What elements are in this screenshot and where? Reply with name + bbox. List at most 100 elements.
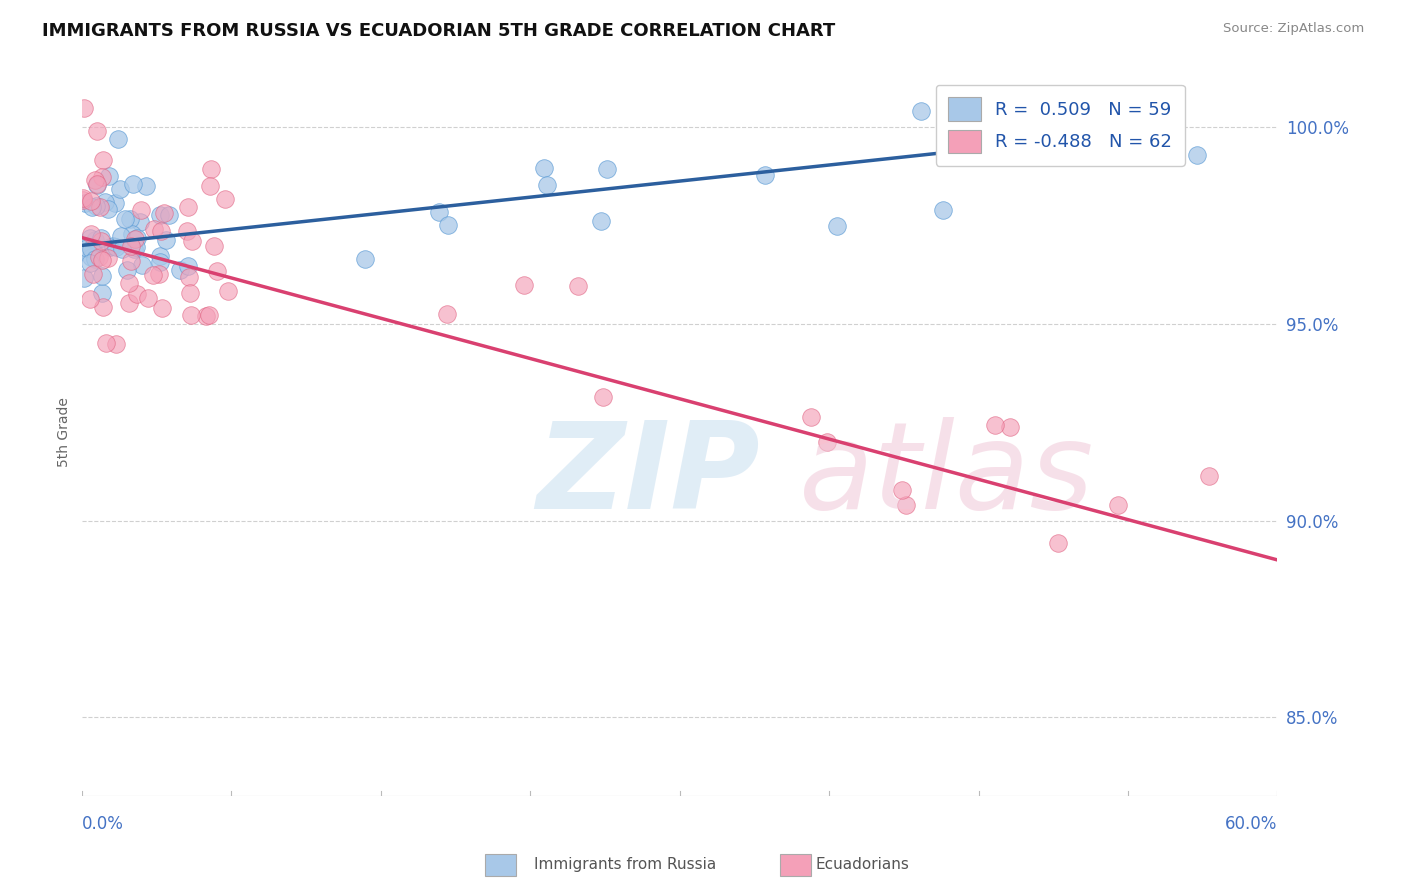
Point xyxy=(122,243,145,257)
Point xyxy=(589,214,612,228)
Point xyxy=(932,202,955,217)
Point xyxy=(76,241,98,255)
Point xyxy=(108,182,131,196)
Point xyxy=(103,239,125,253)
Point xyxy=(90,269,112,284)
Point xyxy=(176,224,198,238)
Point xyxy=(86,178,108,192)
Point xyxy=(202,239,225,253)
Point xyxy=(179,285,201,300)
Point xyxy=(127,286,149,301)
Point xyxy=(91,253,114,268)
Point xyxy=(910,103,932,118)
Point xyxy=(84,173,107,187)
Point xyxy=(124,232,146,246)
Point xyxy=(118,296,141,310)
Point xyxy=(1062,150,1084,164)
Point xyxy=(205,264,228,278)
Point xyxy=(1046,536,1069,550)
Point xyxy=(142,268,165,282)
Point xyxy=(353,252,375,266)
Point xyxy=(754,168,776,182)
Point xyxy=(84,252,107,266)
Point xyxy=(129,202,152,217)
Point xyxy=(87,251,110,265)
Point xyxy=(157,208,180,222)
Text: ZIP: ZIP xyxy=(536,417,759,534)
Point xyxy=(90,234,112,248)
Text: IMMIGRANTS FROM RUSSIA VS ECUADORIAN 5TH GRADE CORRELATION CHART: IMMIGRANTS FROM RUSSIA VS ECUADORIAN 5TH… xyxy=(42,22,835,40)
Point xyxy=(80,227,103,241)
Point xyxy=(80,242,103,256)
Point xyxy=(180,308,202,322)
Point xyxy=(91,153,114,167)
Point xyxy=(104,336,127,351)
Point xyxy=(91,300,114,314)
Point xyxy=(153,206,176,220)
Point xyxy=(91,169,114,184)
Point xyxy=(891,483,914,497)
Point xyxy=(111,242,134,256)
Point xyxy=(72,101,94,115)
Point xyxy=(195,309,218,323)
Point xyxy=(118,277,141,291)
Point xyxy=(121,227,143,241)
Point xyxy=(169,263,191,277)
Point xyxy=(107,131,129,145)
Point xyxy=(217,284,239,298)
Legend: R =  0.509   N = 59, R = -0.488   N = 62: R = 0.509 N = 59, R = -0.488 N = 62 xyxy=(935,85,1185,166)
Point xyxy=(143,221,166,235)
Point xyxy=(128,215,150,229)
Point xyxy=(894,498,917,512)
Point xyxy=(177,200,200,214)
Text: Source: ZipAtlas.com: Source: ZipAtlas.com xyxy=(1223,22,1364,36)
Point xyxy=(592,390,614,404)
Point xyxy=(72,191,94,205)
Text: atlas: atlas xyxy=(799,417,1094,534)
Point xyxy=(97,251,120,265)
Point xyxy=(114,211,136,226)
Point xyxy=(131,258,153,272)
Point xyxy=(100,240,122,254)
Point xyxy=(80,250,103,264)
Y-axis label: 5th Grade: 5th Grade xyxy=(58,397,72,467)
Point xyxy=(94,336,117,351)
Point xyxy=(214,192,236,206)
Point xyxy=(998,420,1021,434)
Point xyxy=(148,268,170,282)
Point xyxy=(84,199,107,213)
Point xyxy=(120,212,142,227)
Text: 60.0%: 60.0% xyxy=(1225,815,1278,833)
Point xyxy=(800,410,823,425)
Point xyxy=(827,219,849,233)
Point xyxy=(197,309,219,323)
Point xyxy=(135,178,157,193)
Point xyxy=(1185,148,1208,162)
Point xyxy=(200,162,222,177)
Point xyxy=(79,256,101,270)
Point xyxy=(79,293,101,307)
Point xyxy=(97,202,120,216)
Point xyxy=(72,194,94,208)
Point xyxy=(427,204,450,219)
Point xyxy=(110,228,132,243)
Point xyxy=(149,208,172,222)
Point xyxy=(1140,127,1163,141)
Point xyxy=(120,238,142,252)
Point xyxy=(513,278,536,293)
Point xyxy=(198,179,221,194)
Point xyxy=(90,230,112,244)
Point xyxy=(149,224,172,238)
Point xyxy=(150,301,173,316)
Point xyxy=(86,124,108,138)
Point xyxy=(125,240,148,254)
Point xyxy=(122,177,145,191)
Point xyxy=(155,233,177,247)
Point xyxy=(1107,498,1129,512)
Point xyxy=(80,194,103,209)
Point xyxy=(596,161,619,176)
Point xyxy=(149,254,172,268)
Point xyxy=(984,417,1007,432)
Point xyxy=(1198,469,1220,483)
Point xyxy=(180,234,202,248)
